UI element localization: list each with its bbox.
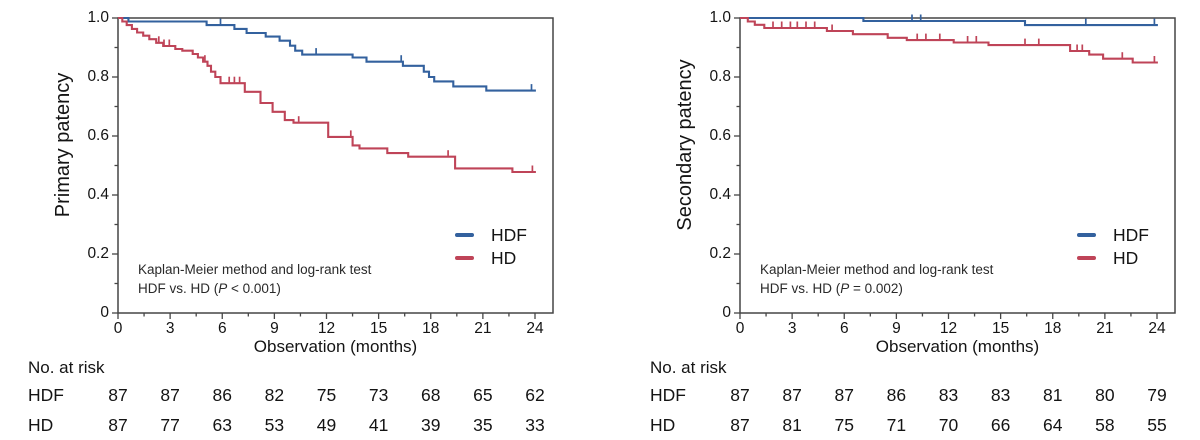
risk-count: 87 bbox=[730, 385, 750, 405]
risk-count: 86 bbox=[886, 385, 907, 405]
y-tick-label: 0 bbox=[100, 304, 109, 321]
y-tick-label: 0.8 bbox=[87, 68, 109, 85]
x-tick-label: 21 bbox=[474, 320, 492, 337]
legend-label-hdf: HDF bbox=[1113, 224, 1149, 245]
risk-count: 77 bbox=[160, 415, 180, 435]
x-tick-label: 9 bbox=[892, 320, 901, 337]
x-tick-label: 12 bbox=[317, 320, 336, 337]
risk-count: 63 bbox=[212, 415, 232, 435]
risk-count: 58 bbox=[1095, 415, 1115, 435]
legend-swatch-hd bbox=[455, 255, 474, 260]
x-tick-label: 0 bbox=[735, 320, 745, 337]
risk-count: 87 bbox=[108, 415, 128, 435]
risk-count: 87 bbox=[108, 385, 128, 405]
stats-annotation-line1: Kaplan-Meier method and log-rank test bbox=[138, 262, 372, 277]
risk-row-label-hdf: HDF bbox=[650, 385, 686, 405]
risk-count: 35 bbox=[473, 415, 493, 435]
y-tick-label: 0.6 bbox=[87, 127, 109, 144]
risk-count: 81 bbox=[782, 415, 802, 435]
risk-count: 41 bbox=[368, 415, 389, 435]
risk-row-label-hd: HD bbox=[650, 415, 676, 435]
y-tick-label: 0.6 bbox=[709, 127, 731, 144]
risk-count: 83 bbox=[990, 385, 1011, 405]
risk-table-title: No. at risk bbox=[28, 358, 105, 377]
risk-count: 64 bbox=[1043, 415, 1063, 435]
legend-label-hd: HD bbox=[1113, 247, 1139, 268]
risk-count: 73 bbox=[368, 385, 389, 405]
x-tick-label: 15 bbox=[370, 320, 388, 337]
x-tick-label: 18 bbox=[422, 320, 440, 337]
x-tick-label: 18 bbox=[1044, 320, 1062, 337]
risk-count: 55 bbox=[1147, 415, 1167, 435]
stats-annotation-line2: HDF vs. HD (P < 0.001) bbox=[138, 281, 281, 296]
risk-table-title: No. at risk bbox=[650, 358, 727, 377]
legend-label-hdf: HDF bbox=[491, 224, 527, 245]
risk-count: 33 bbox=[525, 415, 545, 435]
risk-count: 75 bbox=[316, 385, 337, 405]
y-axis-title: Secondary patency bbox=[674, 59, 696, 231]
y-tick-label: 0.8 bbox=[709, 68, 731, 85]
risk-count: 87 bbox=[730, 415, 750, 435]
x-tick-label: 15 bbox=[992, 320, 1010, 337]
legend-swatch-hd bbox=[1077, 255, 1096, 260]
x-axis-title: Observation (months) bbox=[875, 337, 1040, 356]
y-tick-label: 0.2 bbox=[709, 245, 731, 262]
risk-count: 53 bbox=[264, 415, 285, 435]
risk-count: 82 bbox=[264, 385, 285, 405]
risk-count: 83 bbox=[938, 385, 959, 405]
risk-row-label-hdf: HDF bbox=[28, 385, 64, 405]
risk-count: 65 bbox=[473, 385, 493, 405]
risk-count: 87 bbox=[160, 385, 180, 405]
x-tick-label: 3 bbox=[787, 320, 797, 337]
legend-label-hd: HD bbox=[491, 247, 517, 268]
risk-count: 70 bbox=[938, 415, 959, 435]
risk-count: 79 bbox=[1147, 385, 1167, 405]
stats-annotation-line2: HDF vs. HD (P = 0.002) bbox=[760, 281, 903, 296]
risk-count: 62 bbox=[525, 385, 545, 405]
risk-row-label-hd: HD bbox=[28, 415, 54, 435]
x-tick-label: 0 bbox=[113, 320, 123, 337]
risk-count: 71 bbox=[886, 415, 907, 435]
x-tick-label: 6 bbox=[217, 320, 227, 337]
x-axis-title: Observation (months) bbox=[253, 337, 418, 356]
x-tick-label: 12 bbox=[939, 320, 958, 337]
x-tick-label: 24 bbox=[1148, 320, 1166, 337]
x-tick-label: 6 bbox=[839, 320, 849, 337]
x-tick-label: 21 bbox=[1096, 320, 1114, 337]
risk-count: 80 bbox=[1095, 385, 1115, 405]
risk-count: 39 bbox=[421, 415, 441, 435]
risk-count: 86 bbox=[212, 385, 232, 405]
legend-swatch-hdf bbox=[1077, 232, 1096, 237]
risk-count: 87 bbox=[834, 385, 854, 405]
x-tick-label: 3 bbox=[165, 320, 175, 337]
y-tick-label: 1.0 bbox=[87, 9, 109, 26]
x-tick-label: 9 bbox=[270, 320, 279, 337]
risk-count: 81 bbox=[1043, 385, 1063, 405]
risk-count: 87 bbox=[782, 385, 802, 405]
risk-count: 68 bbox=[421, 385, 441, 405]
y-tick-label: 0 bbox=[722, 304, 731, 321]
y-tick-label: 0.4 bbox=[709, 186, 731, 203]
risk-count: 66 bbox=[990, 415, 1011, 435]
x-tick-label: 24 bbox=[526, 320, 544, 337]
legend-swatch-hdf bbox=[455, 232, 474, 237]
y-tick-label: 1.0 bbox=[709, 9, 731, 26]
y-tick-label: 0.2 bbox=[87, 245, 109, 262]
risk-count: 49 bbox=[316, 415, 337, 435]
y-tick-label: 0.4 bbox=[87, 186, 109, 203]
stats-annotation-line1: Kaplan-Meier method and log-rank test bbox=[760, 262, 994, 277]
risk-count: 75 bbox=[834, 415, 854, 435]
